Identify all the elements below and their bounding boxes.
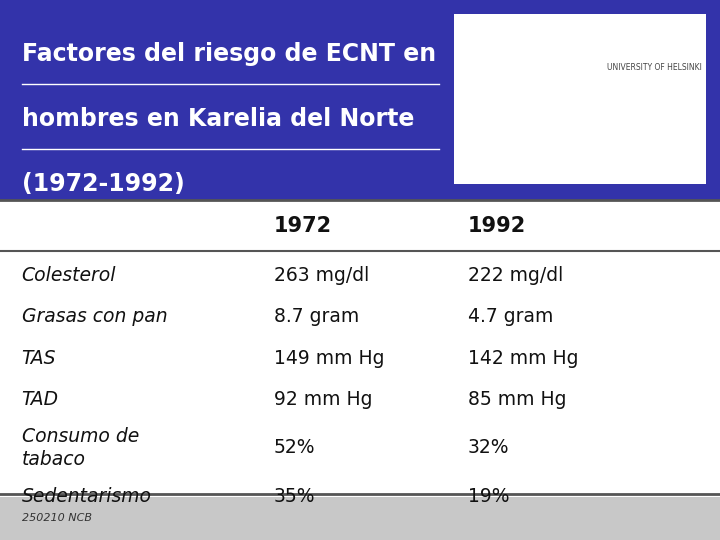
- Text: 32%: 32%: [468, 438, 510, 457]
- Text: TAD: TAD: [22, 389, 59, 409]
- Text: 19%: 19%: [468, 487, 510, 507]
- Text: Colesterol: Colesterol: [22, 266, 116, 286]
- Text: 85 mm Hg: 85 mm Hg: [468, 389, 567, 409]
- Text: hombres en Karelia del Norte: hombres en Karelia del Norte: [22, 107, 414, 131]
- Text: Factores del riesgo de ECNT en: Factores del riesgo de ECNT en: [22, 42, 436, 66]
- Text: 1992: 1992: [468, 215, 526, 236]
- Text: 149 mm Hg: 149 mm Hg: [274, 348, 384, 368]
- Text: 4.7 gram: 4.7 gram: [468, 307, 554, 327]
- FancyBboxPatch shape: [0, 497, 720, 540]
- Text: Sedentarismo: Sedentarismo: [22, 487, 152, 507]
- Text: 250210 NCB: 250210 NCB: [22, 514, 91, 523]
- Text: 8.7 gram: 8.7 gram: [274, 307, 359, 327]
- Text: 35%: 35%: [274, 487, 315, 507]
- Text: Grasas con pan: Grasas con pan: [22, 307, 167, 327]
- Text: 263 mg/dl: 263 mg/dl: [274, 266, 369, 286]
- Text: 92 mm Hg: 92 mm Hg: [274, 389, 372, 409]
- Text: 52%: 52%: [274, 438, 315, 457]
- FancyBboxPatch shape: [454, 14, 706, 184]
- FancyBboxPatch shape: [0, 200, 720, 497]
- Text: 142 mm Hg: 142 mm Hg: [468, 348, 578, 368]
- Text: 222 mg/dl: 222 mg/dl: [468, 266, 563, 286]
- Text: (1972-1992): (1972-1992): [22, 172, 184, 195]
- Text: TAS: TAS: [22, 348, 56, 368]
- FancyBboxPatch shape: [0, 0, 720, 200]
- Text: UNIVERSITY OF HELSINKI: UNIVERSITY OF HELSINKI: [607, 63, 702, 72]
- Text: 1972: 1972: [274, 215, 332, 236]
- Text: Consumo de
tabaco: Consumo de tabaco: [22, 427, 139, 469]
